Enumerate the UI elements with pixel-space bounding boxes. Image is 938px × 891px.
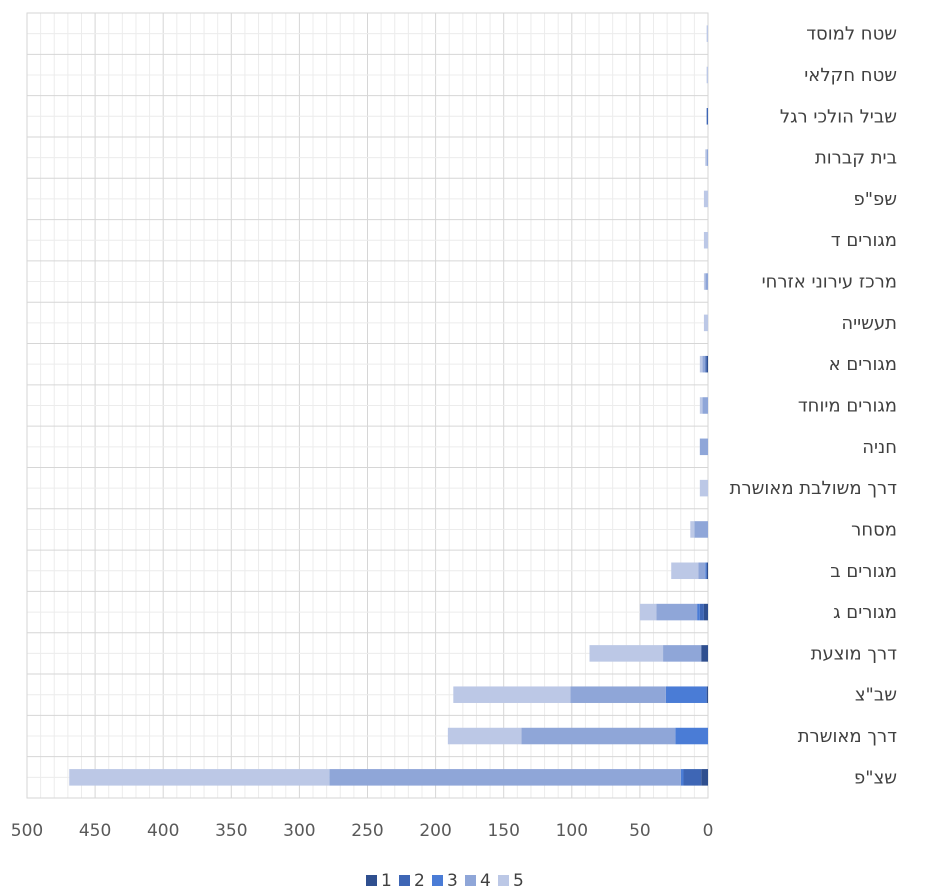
bar-segment-series-5 bbox=[703, 190, 708, 208]
bar-segment-series-5 bbox=[706, 25, 708, 42]
legend-label: 1 bbox=[381, 871, 392, 891]
bar-segment-series-1 bbox=[706, 355, 708, 373]
category-label: דרך מוצעת bbox=[811, 643, 897, 664]
bar-segment-series-2 bbox=[705, 355, 707, 373]
legend-swatch-series-2 bbox=[399, 875, 410, 886]
bar-segment-series-4 bbox=[706, 149, 708, 166]
bar-segment-series-4 bbox=[656, 603, 698, 621]
category-label: שטח חקלאי bbox=[804, 65, 897, 86]
x-tick-label: 50 bbox=[629, 821, 651, 841]
x-tick-label: 450 bbox=[79, 821, 111, 841]
x-tick-label: 350 bbox=[215, 821, 247, 841]
bar-segment-series-5 bbox=[69, 769, 330, 786]
grid-lines bbox=[26, 12, 709, 799]
bar-segment-series-4 bbox=[705, 273, 708, 290]
x-tick-label: 200 bbox=[419, 821, 451, 841]
bar-segment-series-5 bbox=[705, 149, 707, 166]
bar-segment-series-4 bbox=[702, 355, 706, 373]
bar-segment-series-5 bbox=[639, 603, 657, 621]
category-label: דרך משולבת מאושרת bbox=[730, 478, 898, 499]
bar-segment-series-5 bbox=[453, 686, 571, 703]
bar-segment-series-5 bbox=[447, 727, 522, 745]
bar-segment-series-5 bbox=[699, 479, 708, 497]
category-label: בית קברות bbox=[815, 148, 897, 169]
bar-segment-series-5 bbox=[671, 562, 699, 580]
bar-segment-series-1 bbox=[701, 769, 708, 786]
bar-segment-series-5 bbox=[703, 273, 706, 290]
bar-segment-series-4 bbox=[663, 645, 702, 662]
category-label: מגורים ד bbox=[831, 230, 897, 251]
x-tick-label: 300 bbox=[283, 821, 315, 841]
bar-segment-series-4 bbox=[698, 562, 706, 580]
bar-segment-series-4 bbox=[694, 521, 708, 538]
category-label: שפ"פ bbox=[853, 189, 897, 210]
category-label: שב"צ bbox=[855, 685, 897, 706]
bar-segment-series-5 bbox=[690, 521, 695, 538]
bar-segment-series-3 bbox=[665, 686, 707, 703]
bar-segment-series-2 bbox=[699, 603, 704, 621]
bars-group bbox=[69, 25, 708, 786]
bar-segment-series-4 bbox=[699, 438, 708, 456]
bar-segment-series-5 bbox=[703, 314, 708, 332]
category-label: מגורים א bbox=[829, 354, 897, 375]
legend-swatch-series-3 bbox=[432, 875, 443, 886]
x-tick-label: 400 bbox=[147, 821, 179, 841]
legend: 1 2 3 4 5 bbox=[366, 871, 524, 891]
bar-segment-series-4 bbox=[702, 397, 708, 414]
category-label: מגורים מיוחד bbox=[798, 396, 897, 417]
x-tick-labels: 0 50 100 150 200 250 300 350 400 450 500 bbox=[11, 821, 714, 841]
category-label: שצ"פ bbox=[854, 767, 897, 788]
category-label: חניה bbox=[862, 437, 897, 458]
bar-segment-series-4 bbox=[329, 769, 681, 786]
x-tick-label: 150 bbox=[487, 821, 519, 841]
category-label: שטח למוסד bbox=[806, 24, 897, 45]
bar-segment-series-1 bbox=[706, 686, 708, 703]
category-label: תעשייה bbox=[841, 313, 897, 334]
legend-label: 3 bbox=[447, 871, 458, 891]
bar-segment-series-1 bbox=[701, 645, 708, 662]
legend-label: 5 bbox=[513, 871, 524, 891]
bar-segment-series-3 bbox=[680, 769, 684, 786]
bar-segment-series-2 bbox=[683, 769, 702, 786]
category-label: מגורים ב bbox=[830, 561, 897, 582]
category-labels: שטח למוסד שטח חקלאי שביל הולכי רגל בית קברו… bbox=[730, 24, 898, 789]
x-tick-label: 0 bbox=[703, 821, 714, 841]
legend-swatch-series-1 bbox=[366, 875, 377, 886]
bar-segment-series-2 bbox=[706, 108, 708, 125]
category-label: דרך מאושרת bbox=[798, 726, 897, 747]
legend-swatch-series-4 bbox=[465, 875, 476, 886]
category-label: שביל הולכי רגל bbox=[780, 106, 897, 127]
legend-swatch-series-5 bbox=[498, 875, 509, 886]
bar-segment-series-3 bbox=[697, 603, 700, 621]
x-tick-label: 100 bbox=[556, 821, 588, 841]
bar-segment-series-5 bbox=[699, 355, 703, 373]
legend-label: 4 bbox=[480, 871, 491, 891]
bar-segment-series-4 bbox=[570, 686, 666, 703]
x-tick-label: 250 bbox=[351, 821, 383, 841]
bar-segment-series-1 bbox=[706, 562, 708, 580]
category-label: מגורים ג bbox=[833, 602, 897, 623]
category-label: מרכז עירוני אזרחי bbox=[762, 272, 897, 293]
bar-segment-series-1 bbox=[703, 603, 708, 621]
category-label: מסחר bbox=[851, 519, 897, 540]
bar-segment-series-5 bbox=[706, 66, 708, 84]
bar-segment-series-5 bbox=[703, 231, 708, 249]
bar-segment-series-3 bbox=[705, 562, 707, 580]
bar-segment-series-5 bbox=[699, 397, 703, 414]
legend-label: 2 bbox=[414, 871, 425, 891]
bar-segment-series-5 bbox=[589, 645, 664, 662]
bar-segment-series-4 bbox=[521, 727, 676, 745]
bar-segment-series-3 bbox=[675, 727, 708, 745]
x-tick-label: 500 bbox=[11, 821, 43, 841]
